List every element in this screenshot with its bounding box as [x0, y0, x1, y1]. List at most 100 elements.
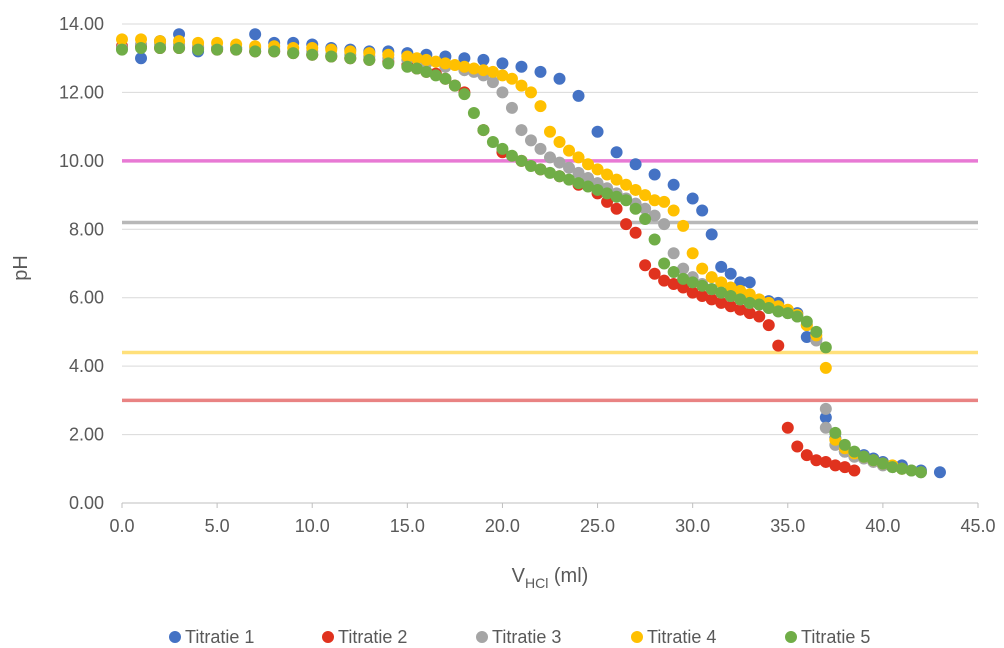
legend: Titratie 1 Titratie 2 Titratie 3 Titratie 4…	[169, 627, 870, 647]
data-point	[496, 69, 509, 82]
data-point	[477, 53, 490, 66]
data-point	[895, 462, 908, 475]
data-point	[458, 60, 471, 73]
data-point	[135, 41, 148, 54]
data-point	[382, 48, 395, 61]
data-point	[192, 43, 205, 56]
data-point	[458, 52, 471, 65]
y-tick-label: 4.00	[69, 356, 104, 376]
x-tick-label: 15.0	[390, 516, 425, 536]
data-point	[572, 89, 585, 102]
data-point	[933, 466, 946, 479]
x-tick-label: 25.0	[580, 516, 615, 536]
data-point	[658, 218, 671, 231]
data-point	[429, 55, 442, 68]
data-point	[553, 136, 566, 149]
data-point	[429, 69, 442, 82]
data-point	[686, 192, 699, 205]
data-point	[819, 421, 832, 434]
y-tick-label: 2.00	[69, 425, 104, 445]
data-point	[448, 79, 461, 92]
data-point	[439, 57, 452, 70]
data-point	[857, 450, 870, 463]
data-point	[772, 339, 785, 352]
data-point	[524, 134, 537, 147]
gridlines	[122, 23, 978, 436]
data-point	[838, 461, 851, 474]
y-tick-label: 8.00	[69, 219, 104, 239]
legend-marker	[169, 631, 181, 643]
data-point	[724, 290, 737, 303]
data-point	[696, 290, 709, 303]
legend-item: Titratie 4	[631, 627, 716, 647]
data-point	[743, 288, 756, 301]
data-point	[230, 43, 243, 56]
data-point	[524, 159, 537, 172]
data-point	[639, 213, 652, 226]
data-point	[648, 194, 661, 207]
data-point	[819, 402, 832, 415]
series-titratie-4	[116, 33, 908, 475]
legend-label: Titratie 1	[185, 627, 254, 647]
data-point	[496, 57, 509, 70]
legend-item: Titratie 5	[785, 627, 870, 647]
data-point	[800, 449, 813, 462]
y-tick-label: 0.00	[69, 493, 104, 513]
data-point	[639, 259, 652, 272]
data-point	[762, 301, 775, 314]
data-point	[838, 438, 851, 451]
data-point	[705, 283, 718, 296]
data-point	[648, 209, 661, 222]
data-point	[686, 276, 699, 289]
legend-marker	[631, 631, 643, 643]
data-point	[819, 361, 832, 374]
data-point	[734, 303, 747, 316]
data-point	[544, 125, 556, 138]
data-point	[401, 60, 414, 73]
data-point	[886, 461, 899, 474]
data-point	[848, 464, 861, 477]
data-point	[306, 48, 319, 61]
x-tick-label: 45.0	[960, 516, 995, 536]
legend-marker	[476, 631, 488, 643]
data-point	[173, 41, 186, 54]
data-point	[401, 50, 414, 63]
x-tick-label: 0.0	[109, 516, 134, 536]
series-titratie-3	[116, 38, 927, 479]
data-point	[810, 325, 823, 338]
data-point	[800, 331, 813, 344]
x-tick-label: 20.0	[485, 516, 520, 536]
legend-label: Titratie 3	[492, 627, 561, 647]
data-point	[524, 86, 537, 99]
data-point	[410, 52, 423, 65]
data-point	[553, 156, 566, 169]
data-point	[610, 202, 623, 215]
data-point	[563, 144, 576, 157]
data-point	[696, 279, 709, 292]
data-point	[591, 125, 604, 138]
data-point	[486, 136, 499, 149]
data-point	[781, 307, 794, 320]
x-tick-label: 10.0	[295, 516, 330, 536]
data-point	[135, 33, 148, 46]
data-point	[534, 65, 547, 78]
data-point	[800, 315, 813, 328]
x-axis-title-unit: (ml)	[548, 565, 588, 587]
data-point	[743, 276, 756, 289]
data-point	[648, 267, 661, 280]
data-point	[458, 88, 471, 101]
data-point	[563, 173, 576, 186]
data-point	[629, 183, 642, 196]
data-point	[658, 195, 671, 208]
data-point	[420, 65, 433, 78]
data-point	[667, 278, 680, 291]
data-point	[639, 202, 652, 215]
data-point	[496, 86, 509, 99]
data-point	[505, 101, 518, 114]
data-point	[734, 293, 747, 306]
y-axis-title: pH	[10, 255, 32, 281]
data-point	[505, 149, 518, 162]
series-titratie-2	[116, 40, 861, 477]
data-point	[791, 310, 804, 323]
data-point	[515, 124, 528, 137]
